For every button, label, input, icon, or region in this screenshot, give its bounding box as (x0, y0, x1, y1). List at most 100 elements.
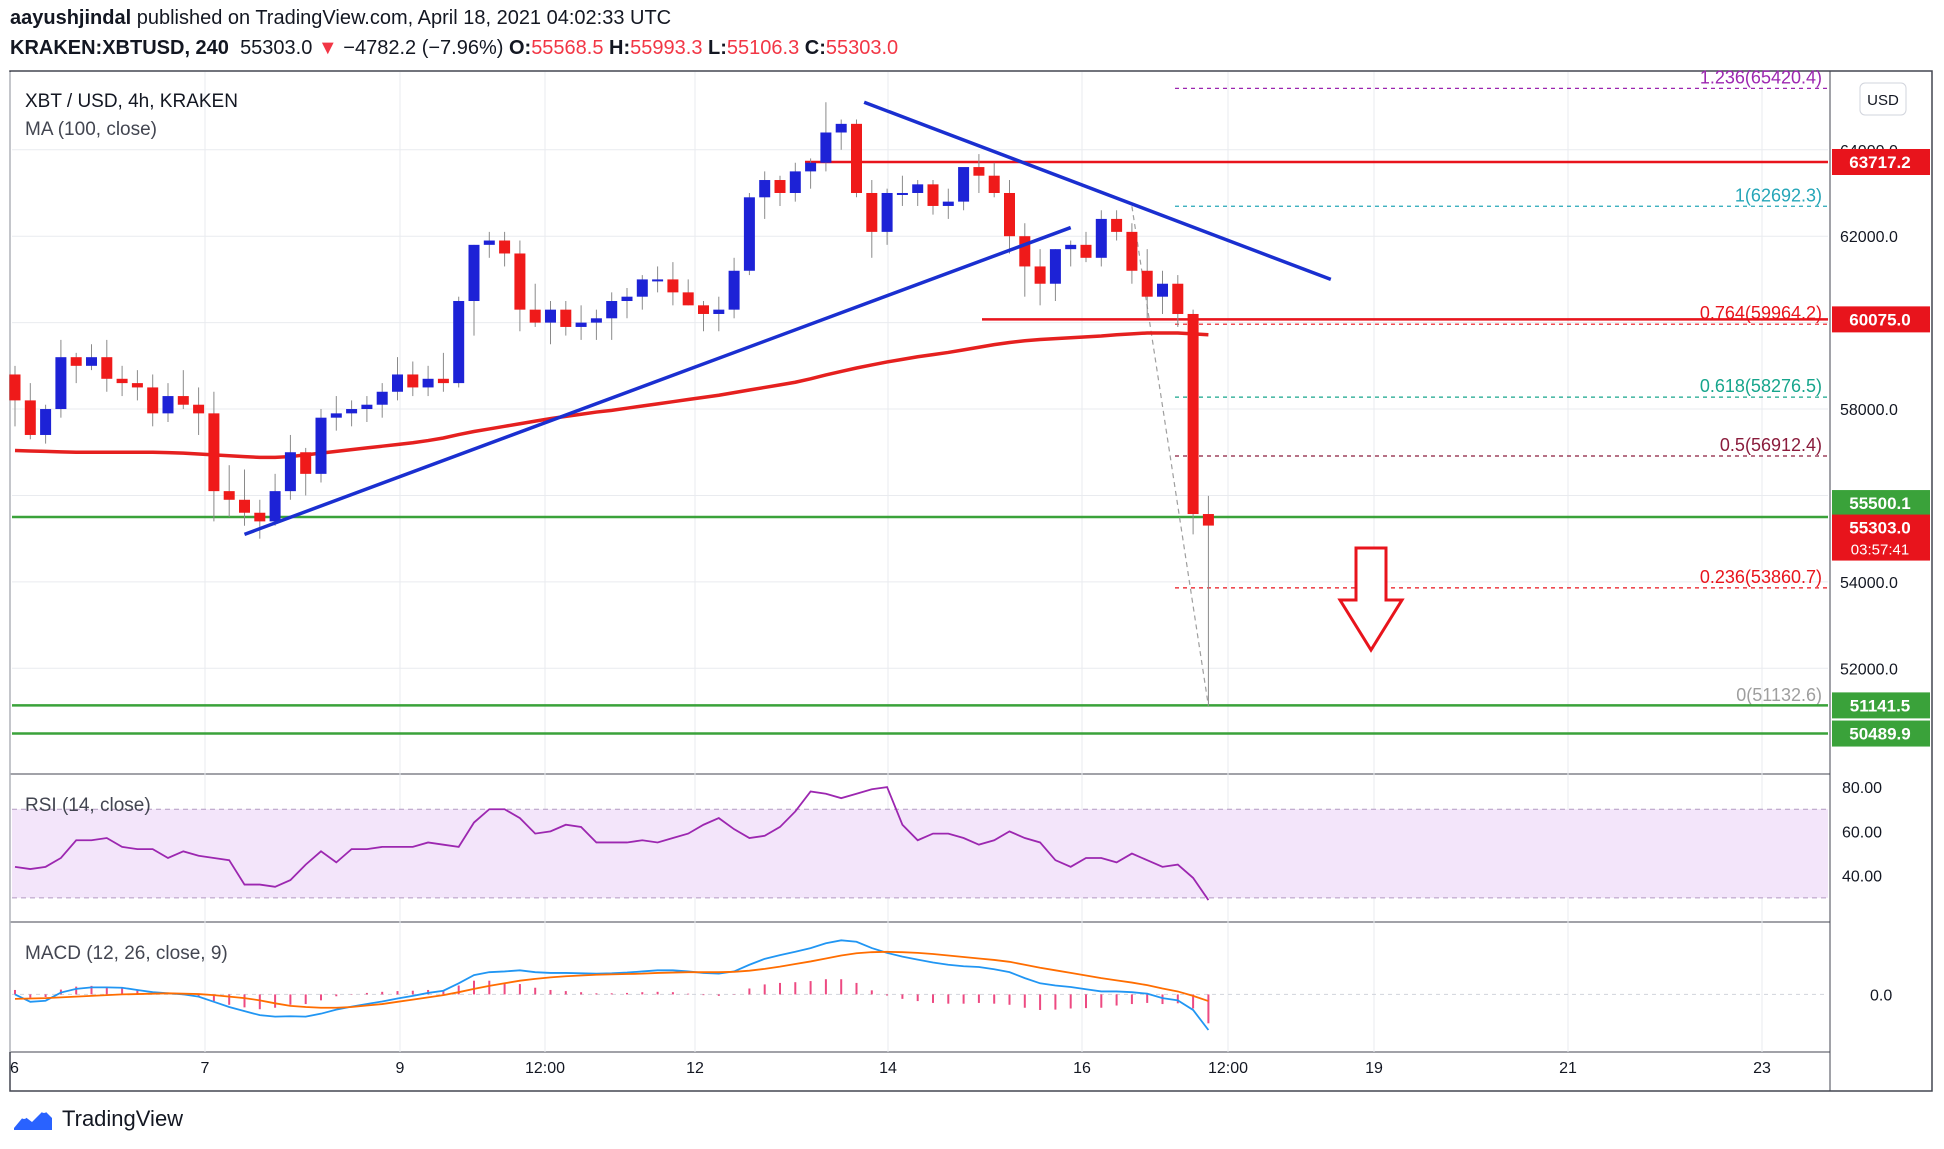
last-price-label: 55303.0 (1849, 519, 1910, 538)
level-price-label-bg (1832, 148, 1930, 175)
candle-body (529, 309, 541, 323)
fib-level-label: 0.236(53860.7) (1700, 567, 1822, 587)
publish-info: aayushjindal published on TradingView.co… (10, 7, 671, 30)
candle-body (514, 253, 526, 310)
candle-body (437, 378, 449, 384)
candle-body (55, 357, 67, 410)
candle-body (927, 184, 939, 206)
candlestick-series (9, 102, 1214, 706)
candle-body (545, 309, 556, 323)
candle-body (1095, 218, 1107, 258)
macd-tick-label: 0.0 (1870, 987, 1892, 1004)
level-price-label: 55500.1 (1849, 494, 1910, 513)
rsi-legend[interactable]: RSI (14, close) (25, 795, 151, 816)
candle-body (698, 305, 709, 314)
candle-body (131, 383, 143, 388)
candle-body (820, 132, 832, 163)
y-tick-label: 58000.0 (1840, 402, 1898, 419)
low-label: L: (708, 37, 727, 59)
candle-body (606, 301, 618, 319)
candle-body (851, 123, 862, 193)
grid-lines (9, 72, 1828, 1052)
candle-body (1019, 236, 1031, 267)
rsi-line (14, 786, 1210, 901)
candle-body (682, 292, 694, 306)
fib-level-label: 0.5(56912.4) (1720, 435, 1822, 455)
trendline-rising-support (243, 225, 1072, 536)
trendlines (243, 100, 1332, 536)
candle-body (1172, 283, 1184, 314)
x-tick-label: 7 (201, 1060, 210, 1077)
macd-line (14, 939, 1210, 1031)
candle-body (101, 357, 113, 379)
candle-body (468, 244, 480, 302)
candle-body (759, 180, 771, 198)
chart-frame (9, 70, 1933, 1092)
candle-body (866, 192, 878, 232)
candle-body (805, 162, 817, 172)
candle-body (116, 378, 128, 384)
high-label: H: (609, 37, 631, 59)
trendline-falling-resistance (863, 100, 1332, 282)
fib-level-label: 0(51132.6) (1736, 685, 1822, 705)
currency-button[interactable] (1859, 82, 1907, 116)
candle-body (728, 270, 740, 310)
candle-body (346, 409, 358, 414)
x-tick-label: 12:00 (1208, 1060, 1248, 1077)
rsi-tick-label: 40.00 (1842, 869, 1882, 886)
author-name[interactable]: aayushjindal (10, 7, 132, 29)
candle-body (713, 309, 725, 314)
candle-body (1004, 192, 1015, 237)
x-tick-label: 23 (1753, 1060, 1771, 1077)
candle-body (208, 413, 220, 492)
ohlc-header: KRAKEN:XBTUSD, 240 55303.0 ▼ −4782.2 (−7… (10, 37, 898, 60)
level-price-label: 60075.0 (1849, 310, 1910, 329)
tradingview-logo[interactable]: TradingView (12, 1106, 183, 1132)
candle-body (330, 413, 342, 418)
down-arrow-icon: ▼ (317, 37, 338, 59)
horizontal-levels (12, 160, 1828, 735)
candle-body (881, 192, 893, 232)
candle-body (407, 374, 419, 388)
fib-level-label: 1.236(65420.4) (1700, 67, 1822, 87)
candle-body (1111, 218, 1123, 232)
candle-body (1202, 514, 1214, 526)
macd-histogram (14, 979, 1210, 1024)
candle-body (575, 322, 587, 327)
candle-body (300, 452, 312, 474)
candle-body (24, 400, 36, 435)
level-price-label: 50489.9 (1849, 725, 1910, 744)
time-axis[interactable]: 6 7 9 12:00 12 14 16 12:00 19 21 23 (10, 1060, 1771, 1077)
candle-body (162, 396, 174, 414)
candle-body (621, 296, 633, 302)
price-change: −4782.2 (−7.96%) (343, 37, 504, 59)
low-value: 55106.3 (726, 37, 800, 59)
y-tick-label: 62000.0 (1840, 229, 1898, 246)
level-price-label-bg (1832, 720, 1930, 747)
open-label: O: (508, 37, 532, 59)
open-value: 55568.5 (531, 37, 604, 59)
candle-body (40, 409, 52, 435)
candle-body (193, 404, 205, 414)
candle-body (9, 374, 21, 401)
candle-body (239, 499, 250, 513)
candle-body (284, 452, 296, 492)
candle-body (590, 318, 602, 323)
macd-legend[interactable]: MACD (12, 26, close, 9) (25, 943, 228, 964)
candle-body (422, 378, 434, 388)
candle-body (1141, 270, 1153, 297)
x-tick-label: 12 (686, 1060, 704, 1077)
fib-level-label: 1(62692.3) (1735, 185, 1822, 205)
ma-legend[interactable]: MA (100, close) (25, 119, 157, 140)
level-price-label: 51141.5 (1850, 696, 1911, 715)
candle-body (958, 167, 970, 202)
candle-body (1157, 283, 1168, 297)
price-axis[interactable]: 52000.054000.056000.058000.060000.062000… (1840, 143, 1898, 1005)
candle-body (1187, 313, 1199, 515)
chart-title: XBT / USD, 4h, KRAKEN (25, 91, 238, 112)
price-labels: 63717.2 60075.0 55500.1 55303.0 03:57:41 5114… (1832, 148, 1930, 747)
level-price-label: 63717.2 (1849, 153, 1910, 172)
candle-body (560, 309, 572, 327)
candle-body (835, 123, 847, 133)
